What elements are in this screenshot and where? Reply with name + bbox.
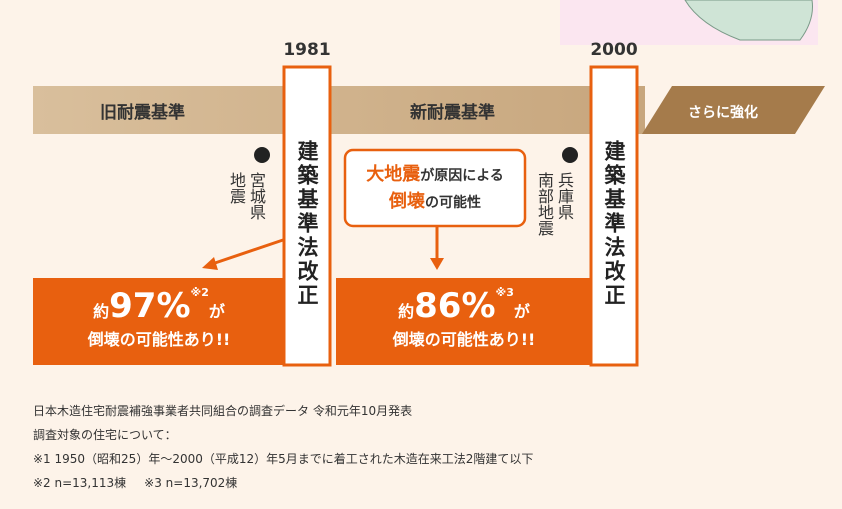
arrow-head	[202, 257, 218, 270]
stat: 約97%※2が倒壊の可能性あり!!	[33, 286, 285, 350]
earthquake-name: 宮城県地震	[226, 172, 266, 220]
era-label: 旧耐震基準	[100, 98, 185, 123]
revision-label: 建築基準法改正	[599, 140, 629, 308]
footnote: ※2 n=13,113棟※3 n=13,702棟	[33, 474, 237, 491]
arrow	[212, 240, 283, 264]
era-label: 新耐震基準	[410, 98, 495, 123]
year: 1981	[277, 40, 337, 60]
era-label: さらに強化	[688, 102, 758, 122]
footnote: 日本木造住宅耐震補強事業者共同組合の調査データ 令和元年10月発表	[33, 402, 412, 419]
event-dot	[562, 147, 578, 163]
footnote: ※1 1950（昭和25）年〜2000（平成12）年5月までに着工された木造在来…	[33, 450, 533, 467]
callout-text: 大地震が原因による 倒壊の可能性	[345, 162, 525, 216]
revision-label: 建築基準法改正	[292, 140, 322, 308]
arrow-head	[430, 258, 444, 270]
earthquake-name: 兵庫県南部地震	[534, 172, 574, 236]
footnote: 調査対象の住宅について：	[33, 426, 177, 443]
diagram: 1981 2000 旧耐震基準 新耐震基準 さらに強化 建築基準法改正 建築基準…	[0, 0, 842, 509]
stat: 約86%※3が倒壊の可能性あり!!	[336, 286, 592, 350]
year: 2000	[584, 40, 644, 60]
event-dot	[254, 147, 270, 163]
